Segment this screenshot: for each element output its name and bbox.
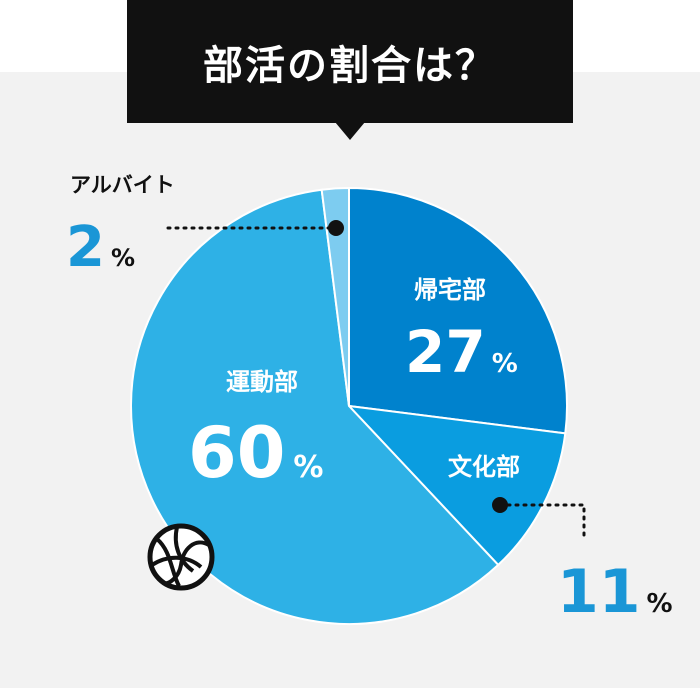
label-bunka: 文化部 <box>448 453 520 481</box>
slice-undo <box>130 188 500 625</box>
label-arbeit: アルバイト <box>70 173 175 197</box>
volleyball-icon <box>147 523 215 591</box>
leader-line-bunka <box>498 503 586 542</box>
value-kitaku: 27% <box>405 318 518 386</box>
pie-slices <box>130 186 568 625</box>
slice-kitaku <box>348 186 568 435</box>
slice-arbeit <box>320 186 350 407</box>
chart-title-text: 部活の割合は？ <box>203 42 497 89</box>
value-arbeit: 2% <box>66 215 135 280</box>
label-undo: 運動部 <box>226 368 298 396</box>
leader-dot-bunka <box>492 497 508 513</box>
title-pointer <box>335 122 365 140</box>
value-bunka: 11% <box>557 557 673 627</box>
value-undo: 60% <box>188 412 323 494</box>
leader-dot-arbeit <box>328 220 344 236</box>
label-kitaku: 帰宅部 <box>414 276 486 304</box>
chart-title: 部活の割合は？ <box>127 0 573 123</box>
